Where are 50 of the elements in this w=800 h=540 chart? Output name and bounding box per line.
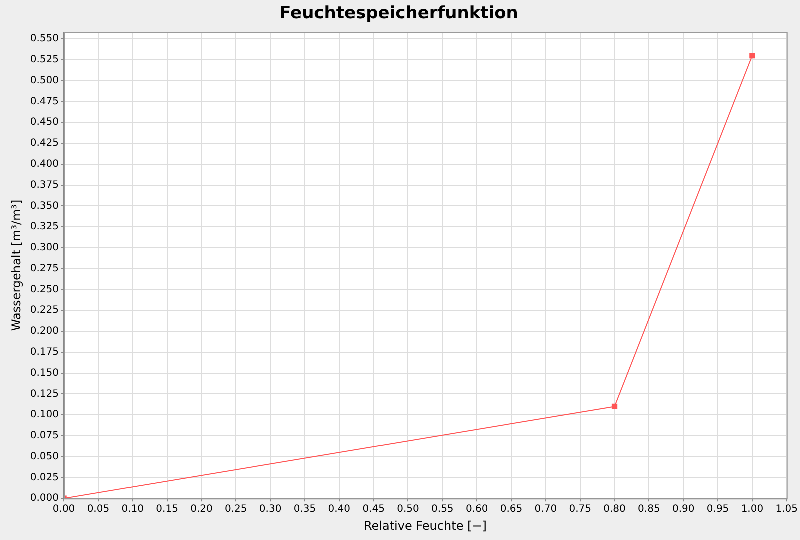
y-tick-label: 0.525 [30, 54, 60, 66]
x-tick-label: 0.35 [294, 504, 316, 516]
y-tick-label: 0.075 [30, 430, 60, 442]
y-tick-label: 0.225 [30, 305, 60, 316]
point [612, 404, 618, 410]
x-tick-label: 0.70 [534, 504, 558, 516]
y-tick-label: 0.000 [30, 493, 60, 504]
x-tick-label: 0.05 [87, 504, 110, 516]
y-tick-label: 0.325 [30, 222, 60, 233]
x-tick-label: 0.95 [706, 504, 730, 516]
x-axis-title: Relative Feuchte [−] [364, 518, 487, 533]
y-tick-label: 0.475 [30, 96, 60, 108]
x-tick-label: 0.50 [397, 504, 420, 516]
y-tick-label: 0.400 [30, 159, 60, 170]
point [750, 52, 756, 59]
x-tick-label: 0.60 [466, 504, 488, 516]
y-tick-label: 0.500 [30, 75, 60, 86]
x-tick-label: 0.65 [500, 504, 523, 516]
y-tick-label: 0.100 [30, 410, 60, 421]
y-tick-label: 0.425 [30, 138, 60, 150]
y-tick-label: 0.050 [30, 451, 60, 462]
y-tick-label: 0.125 [30, 388, 60, 400]
x-tick-label: 1.05 [776, 504, 798, 516]
x-tick-label: 0.45 [362, 504, 385, 516]
x-tick-label: 0.55 [432, 504, 454, 516]
x-tick-label: 0.10 [122, 504, 144, 516]
x-tick-label: 0.90 [672, 504, 695, 516]
y-tick-label: 0.250 [30, 284, 60, 296]
x-tick-label: 0.75 [569, 504, 592, 516]
x-tick-label: 0.80 [604, 504, 626, 516]
chart-title: Feuchtespeicherfunktion [280, 4, 518, 24]
x-tick-label: 0.20 [190, 504, 213, 516]
y-tick-label: 0.450 [30, 117, 60, 128]
x-tick-label: 0.85 [638, 504, 660, 516]
x-tick-label: 0.00 [52, 504, 76, 516]
x-tick-label: 0.40 [328, 504, 351, 516]
y-axis-title: Wassergehalt [m³/m³] [9, 200, 24, 332]
x-tick-label: 1.00 [741, 504, 764, 516]
y-tick-label: 0.025 [30, 472, 60, 484]
x-tick-label: 0.25 [225, 504, 248, 516]
y-tick-label: 0.175 [30, 346, 60, 358]
y-tick-label: 0.300 [30, 242, 60, 254]
x-tick-label: 0.15 [156, 504, 178, 516]
x-tick-label: 0.30 [259, 504, 282, 516]
y-tick-label: 0.350 [30, 200, 60, 212]
y-tick-label: 0.200 [30, 326, 60, 338]
y-tick-label: 0.150 [30, 368, 60, 379]
y-tick-label: 0.375 [30, 180, 60, 191]
y-tick-label: 0.275 [30, 263, 60, 274]
y-tick-label: 0.550 [30, 34, 60, 45]
